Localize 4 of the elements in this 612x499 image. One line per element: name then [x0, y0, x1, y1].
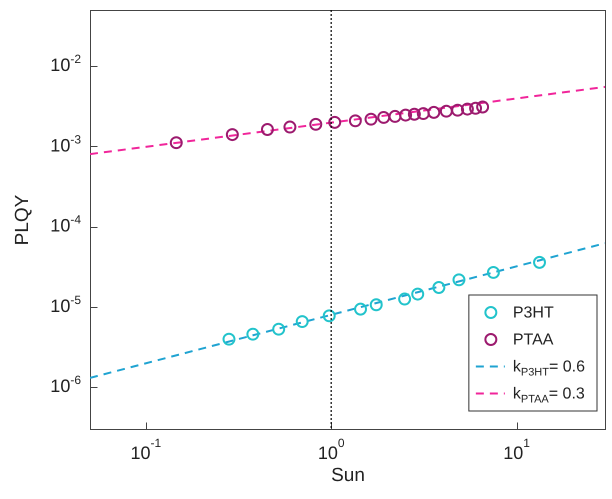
- legend-label: PTAA: [512, 332, 554, 348]
- x-axis-title: Sun: [331, 465, 365, 486]
- y-axis-title: PLQY: [12, 194, 33, 246]
- legend-label: P3HT: [512, 304, 554, 322]
